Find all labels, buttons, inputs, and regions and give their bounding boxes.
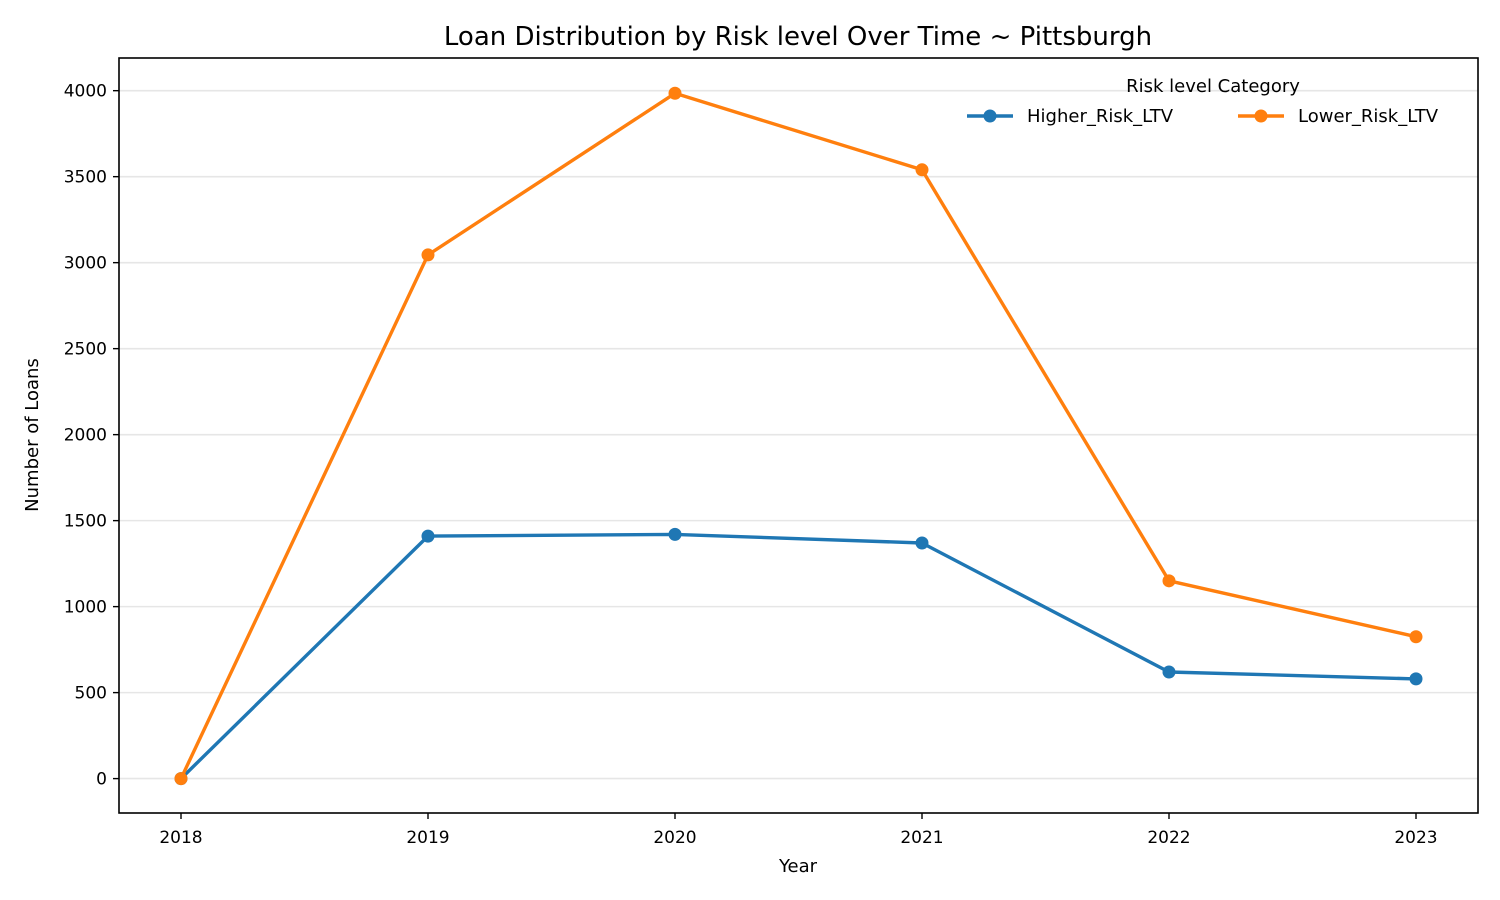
y-tick-label: 500 — [75, 684, 107, 704]
y-tick-label: 3500 — [64, 168, 107, 188]
legend-label: Higher_Risk_LTV — [1027, 106, 1174, 127]
data-point-lower-risk-ltv — [174, 772, 188, 786]
y-tick-label: 3000 — [64, 254, 107, 274]
legend-label: Lower_Risk_LTV — [1298, 106, 1439, 127]
y-axis-ticks: 0 500 1000 1500 2000 2500 3000 3500 4000 — [64, 82, 119, 790]
data-point-higher-risk-ltv — [915, 536, 929, 550]
plot-frame — [118, 57, 1479, 814]
series-line-lower-risk-ltv — [179, 91, 1418, 781]
legend-item-lower-risk-ltv: Lower_Risk_LTV — [1238, 106, 1439, 127]
y-tick-label: 2500 — [64, 340, 107, 360]
x-tick-label: 2022 — [1147, 828, 1190, 848]
y-tick-label: 2000 — [64, 426, 107, 446]
chart-title: Loan Distribution by Risk level Over Tim… — [444, 22, 1152, 52]
y-tick-label: 0 — [96, 770, 107, 790]
data-point-lower-risk-ltv — [668, 86, 682, 100]
data-point-higher-risk-ltv — [1409, 672, 1423, 686]
data-point-higher-risk-ltv — [668, 527, 682, 541]
y-tick-label: 1000 — [64, 598, 107, 618]
legend: Risk level Category Higher_Risk_LTV Lower… — [967, 76, 1439, 127]
x-axis-label: Year — [778, 856, 818, 877]
data-point-higher-risk-ltv — [1162, 665, 1176, 679]
legend-item-higher-risk-ltv: Higher_Risk_LTV — [967, 106, 1174, 127]
y-axis-label: Number of Loans — [22, 358, 43, 512]
legend-title: Risk level Category — [1126, 76, 1300, 97]
x-axis-ticks: 2018 2019 2020 2021 2022 2023 — [159, 813, 1438, 848]
x-tick-label: 2018 — [159, 828, 202, 848]
series-layer — [174, 86, 1423, 786]
x-tick-label: 2020 — [653, 828, 696, 848]
series-line-higher-risk-ltv — [179, 532, 1418, 781]
data-point-lower-risk-ltv — [1409, 630, 1423, 644]
x-tick-label: 2023 — [1394, 828, 1437, 848]
legend-items: Higher_Risk_LTV Lower_Risk_LTV — [967, 106, 1439, 127]
x-tick-label: 2019 — [406, 828, 449, 848]
x-tick-label: 2021 — [900, 828, 943, 848]
legend-swatch-marker — [1254, 109, 1268, 123]
series-lower-risk-ltv — [174, 86, 1423, 786]
data-point-lower-risk-ltv — [915, 163, 929, 177]
y-tick-label: 4000 — [64, 82, 107, 102]
data-point-lower-risk-ltv — [421, 248, 435, 262]
data-point-higher-risk-ltv — [421, 529, 435, 543]
legend-swatch-marker — [983, 109, 997, 123]
data-point-lower-risk-ltv — [1162, 574, 1176, 588]
y-tick-label: 1500 — [64, 512, 107, 532]
gridlines — [119, 89, 1478, 780]
